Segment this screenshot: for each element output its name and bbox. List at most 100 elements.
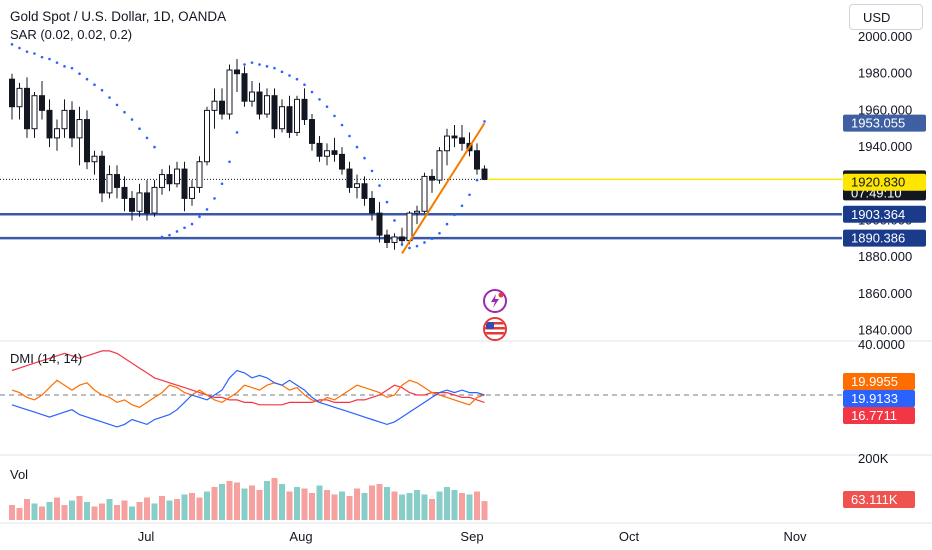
dmi-value-label-box [843, 373, 915, 390]
sar-dot [445, 222, 449, 226]
candle-body [9, 78, 15, 108]
dmi-tick-label: 40.0000 [858, 337, 905, 352]
sar-dot [438, 231, 441, 235]
volume-bar [294, 487, 300, 520]
candle-body [159, 174, 165, 188]
volume-bar [61, 505, 68, 520]
volume-bar [129, 506, 135, 520]
sar-legend[interactable]: SAR (0.02, 0.02, 0.2) [10, 27, 133, 42]
sar-dot [340, 123, 344, 127]
price-tick-label: 1880.000 [858, 249, 912, 264]
sar-dot [100, 88, 104, 92]
sar-dot [370, 169, 374, 173]
price-tick-label: 2000.000 [858, 29, 912, 44]
currency-button[interactable]: USD [849, 4, 923, 30]
candle-body [84, 119, 90, 163]
sar-dot [78, 72, 81, 75]
candle-body [444, 135, 450, 152]
trendline [401, 122, 486, 254]
candle-body [346, 168, 353, 188]
candle-body [376, 212, 383, 236]
sar-dot [385, 200, 389, 204]
sar-dot [108, 96, 111, 99]
price-label-text: 1890.386 [851, 231, 905, 246]
candle-body [76, 119, 83, 139]
time-tick-label: Jul [138, 529, 155, 544]
volume-bar [159, 496, 165, 520]
volume-bar [286, 491, 293, 520]
volume-tick-label: 200K [858, 451, 889, 466]
volume-bar [234, 482, 240, 520]
sar-dot [378, 184, 381, 187]
volume-bar [271, 478, 278, 520]
price-label-box [843, 173, 926, 191]
candle-body [286, 106, 293, 133]
sar-dot [400, 242, 404, 246]
sar-dot [70, 66, 74, 70]
time-tick-label: Oct [619, 529, 640, 544]
symbol-title[interactable]: Gold Spot / U.S. Dollar, 1D, OANDA [10, 9, 227, 24]
sar-dot [393, 219, 396, 222]
volume-bar [174, 499, 180, 520]
price-tick-label: 1860.000 [858, 286, 912, 301]
candle-body [241, 73, 248, 102]
sar-dot [408, 246, 411, 250]
candle-body [144, 192, 150, 214]
sar-dot [183, 226, 186, 230]
volume-bar [354, 488, 360, 520]
sar-dot [205, 208, 209, 211]
sar-dot [123, 110, 126, 114]
candle-body [316, 142, 323, 157]
candle-body [54, 128, 60, 139]
volume-bar [46, 502, 53, 520]
sar-dot [363, 156, 366, 160]
sar-dot [453, 213, 456, 217]
volume-bar [309, 493, 315, 520]
price-tick-label: 1940.000 [858, 139, 912, 154]
volume-bar [84, 502, 90, 520]
sar-dot [235, 131, 239, 134]
sar-dot [318, 98, 321, 101]
candle-body [414, 210, 420, 214]
candle-body [99, 155, 105, 194]
price-label-box [843, 205, 926, 223]
candle-body [459, 137, 465, 144]
flash-event-icon[interactable] [483, 289, 507, 313]
sar-dot [258, 63, 261, 66]
volume-bar [451, 490, 458, 520]
volume-bar [436, 491, 443, 520]
volume-bar [241, 488, 248, 520]
sar-dot [198, 215, 201, 219]
sar-dot [220, 182, 224, 186]
sar-dot [415, 244, 419, 248]
sar-dot [18, 46, 21, 50]
sar-dot [303, 83, 306, 86]
dmi-legend[interactable]: DMI (14, 14) [10, 351, 83, 366]
sar-dot [483, 120, 486, 123]
sar-dot [85, 77, 89, 81]
candle-body [271, 95, 278, 130]
volume-bar [181, 494, 188, 520]
plus-di-line [11, 379, 485, 408]
price-label-text: 1903.364 [851, 207, 905, 222]
candle-body [69, 109, 75, 139]
sar-dot [355, 145, 359, 149]
sar-dot [93, 83, 96, 86]
volume-bar [166, 500, 173, 520]
volume-bar [39, 506, 45, 520]
volume-bar [346, 496, 353, 520]
adx-line [11, 350, 485, 406]
sar-dot [33, 52, 36, 55]
candle-body [361, 183, 368, 199]
sar-dot [190, 222, 194, 226]
candle-body [264, 95, 270, 115]
volume-bar [459, 493, 465, 520]
candle-body [91, 155, 98, 163]
sar-dot [468, 193, 471, 197]
volume-legend[interactable]: Vol [10, 467, 29, 482]
candle-body [256, 91, 263, 115]
us-flag-event-icon[interactable] [483, 317, 507, 341]
candle-body [151, 186, 158, 214]
candle-body [226, 69, 233, 115]
